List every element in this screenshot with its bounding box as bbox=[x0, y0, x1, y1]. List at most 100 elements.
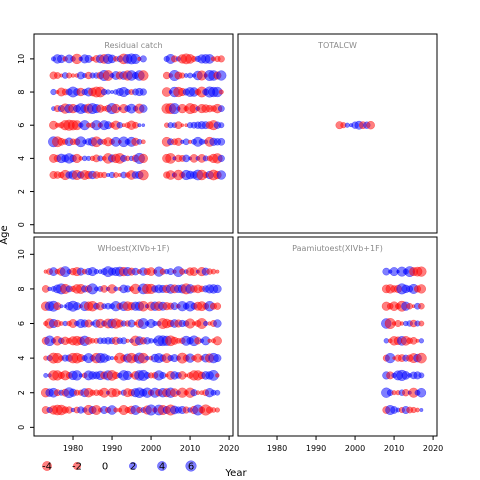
y-tick-label-0: 0 bbox=[17, 425, 26, 430]
panel-frame-3 bbox=[33, 236, 234, 437]
bubble bbox=[415, 338, 420, 343]
legend-label-5: 6 bbox=[188, 462, 194, 473]
bubble bbox=[416, 284, 427, 294]
bubble bbox=[416, 387, 427, 398]
x-tick-label-2020: 2020 bbox=[219, 444, 239, 453]
legend-bubble-3 bbox=[129, 462, 137, 470]
bubbles-panel-3 bbox=[40, 266, 222, 416]
legend-bubble-5 bbox=[185, 460, 197, 472]
bubble bbox=[141, 139, 146, 145]
y-tick-label-10: 10 bbox=[17, 54, 26, 64]
y-tick-label-4: 4 bbox=[17, 356, 26, 361]
bubble bbox=[138, 153, 148, 164]
bubbles-panel-1 bbox=[48, 53, 227, 181]
x-axis-label: Year bbox=[224, 468, 247, 479]
y-tick-label-4: 4 bbox=[17, 156, 26, 161]
x-tick-label-1980: 1980 bbox=[63, 444, 83, 453]
panel-title-1: Residual catch bbox=[104, 41, 162, 50]
bubble bbox=[418, 338, 424, 344]
bubble bbox=[138, 70, 149, 81]
bubble bbox=[109, 356, 115, 361]
legend-label-0: -4 bbox=[42, 462, 52, 473]
y-tick-label-6: 6 bbox=[17, 123, 26, 128]
y-tick-label-2: 2 bbox=[17, 189, 26, 194]
bubble bbox=[70, 73, 76, 78]
bubble bbox=[139, 88, 147, 96]
y-tick-label-10: 10 bbox=[17, 249, 26, 259]
bubble bbox=[180, 123, 185, 128]
bubble bbox=[214, 407, 220, 413]
bubble bbox=[217, 137, 226, 146]
legend-bubble-1 bbox=[73, 462, 81, 470]
bubble bbox=[113, 407, 119, 413]
legend-bubble-0 bbox=[42, 461, 52, 471]
bubble bbox=[213, 319, 222, 328]
bubble bbox=[418, 302, 425, 310]
x-tick-label-1980: 1980 bbox=[267, 444, 287, 453]
bubble bbox=[217, 154, 225, 162]
bubble bbox=[113, 172, 119, 178]
bubble bbox=[207, 338, 212, 343]
y-axis-label: Age bbox=[0, 225, 10, 244]
x-tick-label-2020: 2020 bbox=[423, 444, 443, 453]
y-tick-label-2: 2 bbox=[17, 390, 26, 395]
legend-bubble-4 bbox=[157, 461, 167, 471]
bubble bbox=[213, 284, 222, 294]
bubble bbox=[419, 408, 424, 412]
legend-label-4: 4 bbox=[159, 462, 165, 473]
bubble bbox=[137, 169, 149, 181]
bubble bbox=[216, 70, 227, 81]
bubble bbox=[195, 390, 201, 396]
bubble bbox=[415, 407, 420, 413]
bubble bbox=[217, 55, 225, 63]
legend-label-3: 2 bbox=[130, 462, 136, 473]
y-tick-label-6: 6 bbox=[17, 321, 26, 326]
legend-label-2: 0 bbox=[102, 462, 108, 473]
bubble bbox=[366, 120, 375, 130]
legend-label-1: -2 bbox=[72, 462, 82, 473]
bubble bbox=[43, 372, 49, 378]
bubble bbox=[141, 123, 146, 127]
bubble bbox=[214, 389, 221, 396]
x-tick-label-1990: 1990 bbox=[306, 444, 326, 453]
panel-frame-4 bbox=[237, 236, 438, 437]
bubble bbox=[215, 373, 220, 378]
bubble bbox=[213, 302, 222, 310]
panel-frame-1 bbox=[33, 33, 234, 234]
bubble bbox=[416, 266, 427, 277]
bubble bbox=[217, 105, 225, 112]
bubble bbox=[113, 286, 119, 292]
bubble bbox=[212, 336, 222, 346]
bubble bbox=[144, 355, 150, 361]
bubbles-panel-2 bbox=[335, 120, 375, 130]
bubble bbox=[344, 122, 350, 128]
bubble bbox=[418, 372, 425, 379]
panel-frame-2 bbox=[237, 33, 438, 234]
panel-title-4: Paamiutoest(XIVb+1F) bbox=[292, 244, 383, 253]
x-tick-label-2000: 2000 bbox=[345, 444, 365, 453]
panel-title-2: TOTALCW bbox=[317, 41, 357, 50]
bubble bbox=[105, 89, 111, 95]
x-tick-label-2010: 2010 bbox=[384, 444, 404, 453]
bubble bbox=[105, 355, 111, 361]
bubble bbox=[139, 104, 148, 113]
y-tick-label-0: 0 bbox=[17, 222, 26, 227]
bubble bbox=[210, 268, 217, 275]
x-tick-label-2010: 2010 bbox=[180, 444, 200, 453]
bubble bbox=[137, 123, 142, 128]
bubble bbox=[218, 122, 225, 129]
x-tick-label-2000: 2000 bbox=[141, 444, 161, 453]
bubble bbox=[139, 55, 147, 63]
bubble bbox=[416, 352, 427, 364]
bubble bbox=[215, 269, 220, 274]
bubble bbox=[418, 320, 425, 327]
bubble bbox=[59, 304, 64, 309]
bubble bbox=[213, 354, 222, 363]
bubble bbox=[125, 338, 130, 343]
bubbles-panel-4 bbox=[381, 266, 427, 415]
y-tick-label-8: 8 bbox=[17, 286, 26, 291]
panel-title-3: WHoest(XIVb+1F) bbox=[97, 244, 169, 253]
bubble bbox=[218, 89, 224, 95]
bubble bbox=[216, 170, 226, 180]
